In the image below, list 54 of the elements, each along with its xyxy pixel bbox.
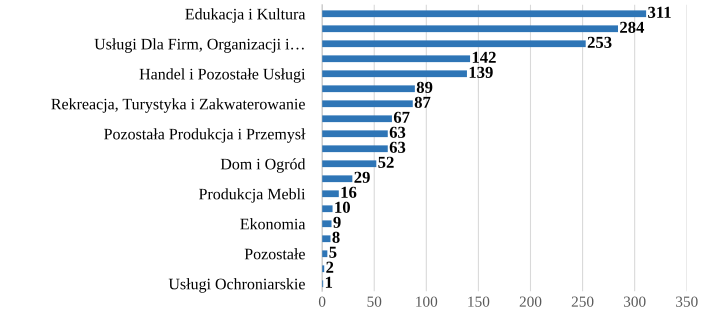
x-tick-label: 0 — [318, 296, 326, 307]
data-label: 10 — [335, 202, 350, 213]
bar — [322, 250, 328, 258]
bar — [322, 235, 330, 242]
x-tick-label: 350 — [676, 296, 698, 307]
y-tick-label: Pozostałe — [244, 248, 305, 260]
data-label: 89 — [416, 82, 432, 93]
y-tick-label: Dom i Ogród — [220, 158, 306, 173]
y-tick-label: Produkcja Mebli — [199, 188, 306, 203]
bar — [322, 85, 415, 92]
data-label: 52 — [378, 156, 394, 168]
data-label: 5 — [329, 246, 336, 258]
bar — [322, 130, 388, 138]
y-tick-label: Ekonomia — [240, 218, 306, 230]
data-label: 142 — [472, 52, 496, 63]
y-tick-label: Pozostała Produkcja i Przemysł — [104, 128, 306, 143]
x-tick-label: 150 — [468, 296, 490, 307]
y-tick-label: Handel i Pozostałe Usługi — [140, 68, 306, 83]
x-tick-label: 50 — [367, 296, 382, 307]
data-label: 63 — [390, 142, 406, 153]
data-label: 29 — [354, 172, 370, 183]
x-tick-label: 300 — [624, 296, 646, 307]
data-label: 67 — [394, 112, 410, 123]
data-label: 9 — [333, 216, 341, 228]
bar — [322, 115, 392, 122]
y-tick-label: Rekreacja, Turystyka i Zakwaterowanie — [51, 98, 305, 113]
y-tick-label: Usługi Dla Firm, Organizacji i… — [94, 38, 304, 53]
y-tick-label: Edukacja i Kultura — [185, 8, 306, 23]
bar — [322, 25, 618, 32]
x-tick-label: 100 — [416, 296, 438, 307]
x-tick-label: 200 — [520, 296, 542, 307]
bar — [322, 205, 333, 212]
bar — [322, 10, 646, 18]
bar — [322, 145, 388, 152]
data-label: 1 — [326, 276, 332, 288]
bar — [322, 160, 376, 168]
bar — [322, 100, 413, 108]
data-label: 87 — [414, 96, 430, 108]
data-label: 311 — [648, 6, 671, 18]
data-label: 139 — [470, 66, 493, 78]
bar — [322, 70, 467, 78]
bar — [322, 40, 586, 48]
y-tick-label: Usługi Ochroniarskie — [168, 278, 305, 293]
data-label: 16 — [342, 186, 356, 198]
data-label: 8 — [332, 232, 340, 243]
x-tick-label: 250 — [572, 296, 594, 307]
bar — [322, 175, 352, 182]
bar — [322, 55, 470, 62]
bar — [322, 220, 332, 228]
data-label: 253 — [588, 36, 612, 48]
bar — [322, 190, 339, 198]
data-label: 284 — [620, 22, 644, 33]
data-label: 2 — [326, 262, 334, 273]
data-label: 63 — [390, 126, 406, 138]
